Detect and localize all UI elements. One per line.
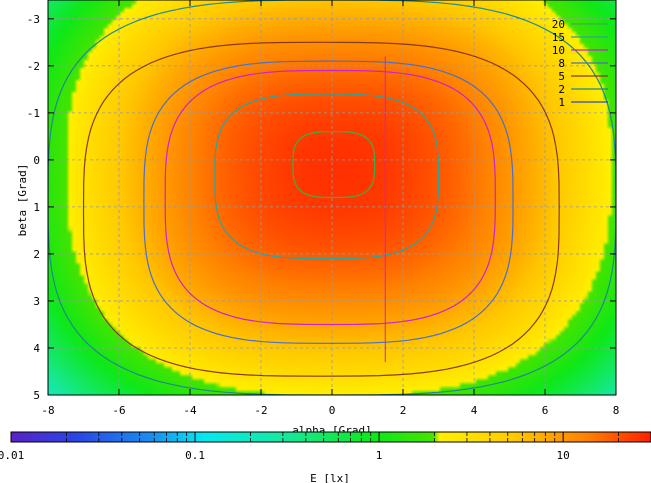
y-tick-label: 5 (33, 389, 40, 402)
x-tick-label: 8 (613, 404, 620, 417)
x-tick-label: -8 (41, 404, 54, 417)
colorbar-tick-label: 0.1 (185, 449, 205, 462)
contour-line-2 (48, 0, 616, 395)
colorbar-tick-label: 0.01 (0, 449, 24, 462)
contour-line-15 (214, 93, 440, 260)
y-tick-label: 4 (33, 342, 40, 355)
contour-lines (48, 0, 616, 395)
legend-label: 5 (558, 70, 565, 83)
legend-label: 1 (558, 96, 565, 109)
legend-label: 10 (552, 44, 565, 57)
contour-line-5 (82, 41, 560, 377)
y-axis-label: beta [Grad] (16, 164, 29, 237)
grid-lines (48, 0, 616, 395)
y-tick-label: -3 (27, 13, 40, 26)
y-tick-label: -1 (27, 107, 40, 120)
legend-label: 20 (552, 18, 565, 31)
x-tick-label: -2 (254, 404, 267, 417)
contour-line-20 (292, 131, 376, 199)
y-tick-label: -2 (27, 60, 40, 73)
x-tick-label: 2 (400, 404, 407, 417)
colorbar-tick-label: 1 (376, 449, 383, 462)
x-axis-ticks: -8 -6 -4 -2 0 2 4 6 8 (41, 0, 619, 417)
legend-label: 2 (558, 83, 565, 96)
colorbar-label: E [lx] (310, 472, 350, 483)
x-tick-label: -4 (183, 404, 197, 417)
colorbar-ticks: 0.01 0.1 1 10 (0, 432, 651, 462)
colorbar-tick-label: 10 (557, 449, 570, 462)
y-tick-label: 1 (33, 201, 40, 214)
y-tick-label: 2 (33, 248, 40, 261)
y-tick-label: 0 (33, 154, 40, 167)
y-tick-label: 3 (33, 295, 40, 308)
colorbar: 0.01 0.1 1 10 E [lx] (0, 431, 651, 483)
legend-label: 8 (558, 57, 565, 70)
x-tick-label: 0 (329, 404, 336, 417)
legend-label: 15 (552, 31, 565, 44)
x-tick-label: -6 (112, 404, 125, 417)
plot-area (48, 0, 616, 395)
x-tick-label: 4 (471, 404, 478, 417)
x-tick-label: 6 (542, 404, 549, 417)
contour-line-8 (143, 60, 514, 344)
contour-line-10 (164, 69, 496, 326)
colorbar-gradient (11, 432, 651, 442)
